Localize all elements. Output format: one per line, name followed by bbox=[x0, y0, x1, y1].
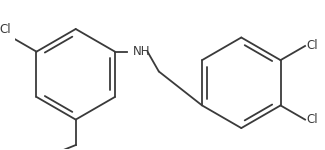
Text: Cl: Cl bbox=[306, 113, 318, 126]
Text: Cl: Cl bbox=[0, 23, 10, 36]
Text: Cl: Cl bbox=[306, 39, 318, 52]
Text: NH: NH bbox=[133, 45, 151, 58]
